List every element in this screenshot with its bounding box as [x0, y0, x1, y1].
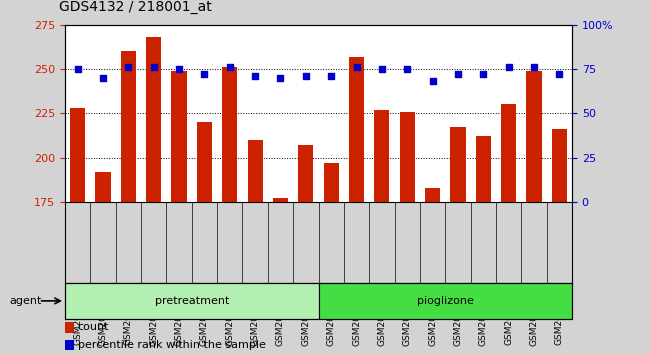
Point	[402, 66, 413, 72]
Point	[352, 64, 362, 70]
Point	[377, 66, 387, 72]
Point	[554, 72, 564, 77]
Bar	[121, 51, 136, 202]
Text: GDS4132 / 218001_at: GDS4132 / 218001_at	[58, 0, 211, 14]
Bar	[526, 71, 541, 202]
Bar	[476, 136, 491, 202]
Bar	[450, 127, 465, 202]
Bar	[273, 198, 288, 202]
Bar	[96, 172, 111, 202]
Bar	[400, 112, 415, 202]
Bar	[65, 340, 74, 350]
Point	[124, 64, 134, 70]
Point	[72, 66, 83, 72]
Bar	[70, 108, 85, 202]
Bar	[425, 188, 440, 202]
Point	[529, 64, 539, 70]
Point	[174, 66, 185, 72]
FancyBboxPatch shape	[318, 283, 572, 319]
Bar	[374, 110, 389, 202]
FancyBboxPatch shape	[65, 283, 318, 319]
Point	[428, 79, 438, 84]
Bar	[501, 104, 516, 202]
Bar	[248, 140, 263, 202]
Point	[326, 73, 337, 79]
Bar	[146, 37, 161, 202]
Bar	[222, 67, 237, 202]
Point	[250, 73, 260, 79]
Point	[199, 72, 209, 77]
Point	[504, 64, 514, 70]
Bar	[349, 57, 364, 202]
Bar	[552, 129, 567, 202]
Text: count: count	[78, 322, 109, 332]
Text: pretreatment: pretreatment	[155, 296, 229, 306]
Bar	[172, 71, 187, 202]
Bar	[324, 163, 339, 202]
Point	[149, 64, 159, 70]
Point	[478, 72, 489, 77]
Bar	[298, 145, 313, 202]
Point	[98, 75, 108, 81]
Bar	[197, 122, 212, 202]
Text: percentile rank within the sample: percentile rank within the sample	[78, 340, 266, 350]
Text: agent: agent	[10, 296, 42, 306]
Point	[452, 72, 463, 77]
Bar	[65, 322, 74, 333]
Point	[276, 75, 286, 81]
Text: pioglizone: pioglizone	[417, 296, 474, 306]
Point	[300, 73, 311, 79]
Point	[225, 64, 235, 70]
